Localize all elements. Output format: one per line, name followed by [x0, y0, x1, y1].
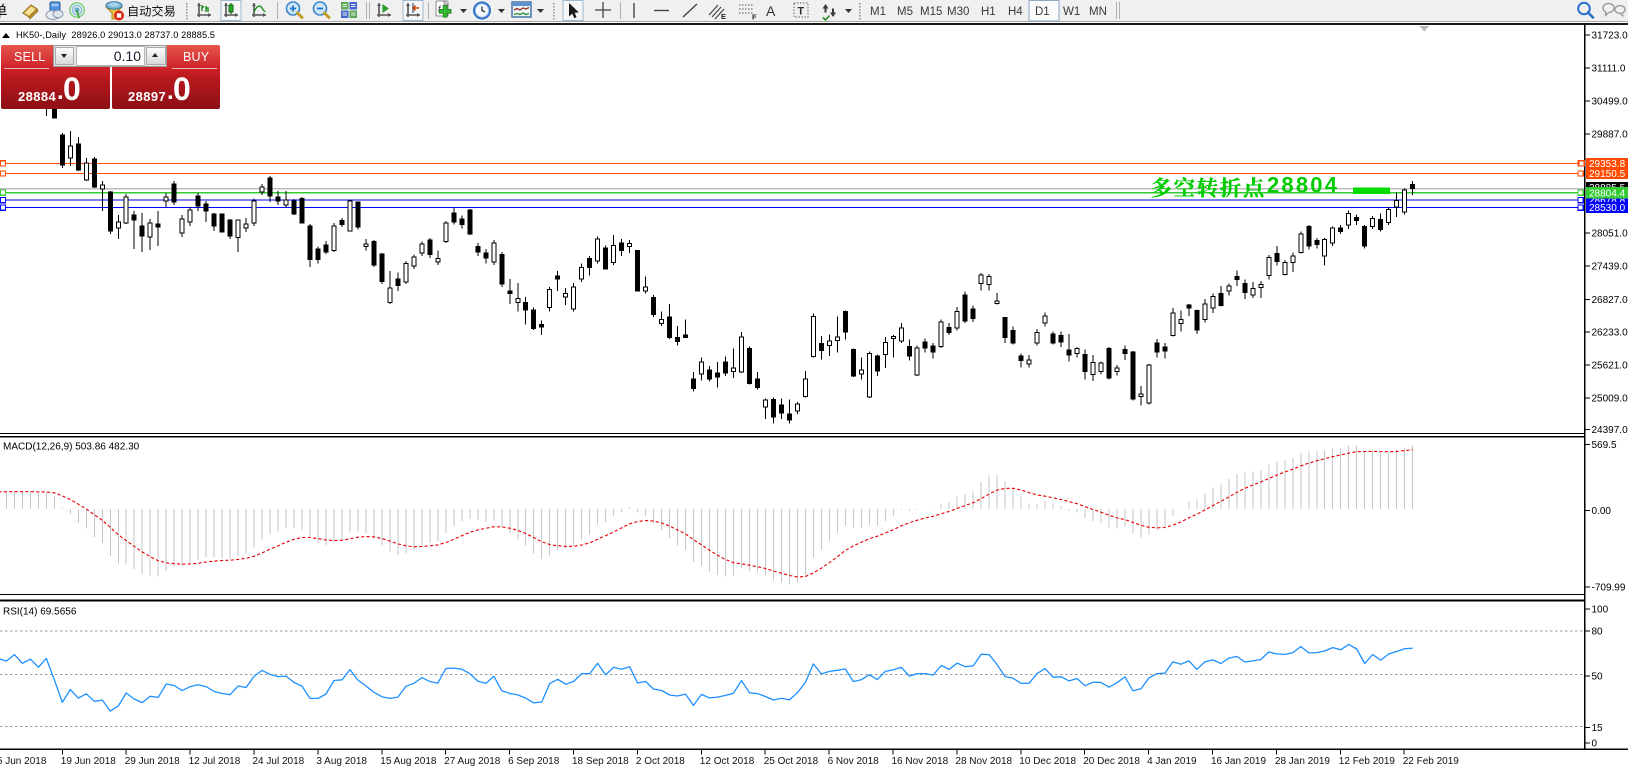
svg-text:29150.5: 29150.5: [1589, 169, 1626, 180]
svg-text:22 Feb 2019: 22 Feb 2019: [1403, 756, 1460, 767]
svg-text:28804: 28804: [1267, 173, 1339, 198]
svg-text:100: 100: [1592, 604, 1609, 615]
svg-text:28804.4: 28804.4: [1589, 188, 1626, 199]
svg-text:31723.0: 31723.0: [1592, 31, 1628, 42]
svg-text:28 Jan 2019: 28 Jan 2019: [1275, 756, 1330, 767]
svg-text:M5: M5: [897, 6, 913, 18]
svg-text:28051.0: 28051.0: [1592, 229, 1628, 240]
svg-text:27439.0: 27439.0: [1592, 262, 1628, 273]
svg-text:28678.8: 28678.8: [1589, 196, 1626, 207]
svg-text:6 Sep 2018: 6 Sep 2018: [508, 756, 560, 767]
svg-text:25009.0: 25009.0: [1592, 394, 1628, 405]
svg-text:H4: H4: [1008, 6, 1023, 18]
svg-text:M1: M1: [870, 6, 886, 18]
svg-text:29353.8: 29353.8: [1589, 159, 1626, 170]
svg-text:29887.0: 29887.0: [1592, 130, 1628, 141]
svg-text:25 Oct 2018: 25 Oct 2018: [764, 756, 819, 767]
svg-text:M30: M30: [947, 6, 969, 18]
svg-text:15 Aug 2018: 15 Aug 2018: [380, 756, 437, 767]
svg-text:T: T: [797, 6, 804, 18]
svg-text:6 Nov 2018: 6 Nov 2018: [828, 756, 880, 767]
svg-text:D1: D1: [1035, 6, 1050, 18]
svg-text:28530.0: 28530.0: [1589, 203, 1626, 214]
svg-text:31111.0: 31111.0: [1592, 64, 1626, 75]
svg-text:W1: W1: [1063, 6, 1080, 18]
svg-text:16 Jan 2019: 16 Jan 2019: [1211, 756, 1266, 767]
svg-text:569.5: 569.5: [1592, 440, 1617, 451]
svg-text:80: 80: [1592, 627, 1604, 638]
svg-text:15: 15: [1592, 723, 1604, 734]
svg-text:-709.99: -709.99: [1592, 583, 1626, 594]
svg-text:10 Dec 2018: 10 Dec 2018: [1019, 756, 1076, 767]
svg-text:M15: M15: [920, 6, 942, 18]
svg-text:4 Jan 2019: 4 Jan 2019: [1147, 756, 1197, 767]
svg-text:0: 0: [1592, 738, 1598, 749]
svg-text:19 Jun 2018: 19 Jun 2018: [61, 756, 116, 767]
svg-text:16 Nov 2018: 16 Nov 2018: [892, 756, 949, 767]
svg-text:RSI(14) 69.5656: RSI(14) 69.5656: [3, 607, 77, 618]
svg-text:MN: MN: [1089, 6, 1107, 18]
svg-text:50: 50: [1592, 671, 1604, 682]
svg-text:20 Dec 2018: 20 Dec 2018: [1083, 756, 1140, 767]
svg-text:26233.0: 26233.0: [1592, 328, 1628, 339]
svg-text:24 Jul 2018: 24 Jul 2018: [253, 756, 305, 767]
svg-text:MACD(12,26,9) 503.86 482.30: MACD(12,26,9) 503.86 482.30: [3, 442, 140, 453]
svg-text:5 Jun 2018: 5 Jun 2018: [0, 756, 47, 767]
svg-text:30499.0: 30499.0: [1592, 97, 1628, 108]
svg-text:12 Jul 2018: 12 Jul 2018: [189, 756, 241, 767]
svg-text:12 Feb 2019: 12 Feb 2019: [1339, 756, 1396, 767]
svg-text:18 Sep 2018: 18 Sep 2018: [572, 756, 629, 767]
svg-text:27 Aug 2018: 27 Aug 2018: [444, 756, 501, 767]
svg-text:0.00: 0.00: [1592, 506, 1612, 517]
svg-text:12 Oct 2018: 12 Oct 2018: [700, 756, 755, 767]
svg-text:A: A: [766, 3, 776, 19]
svg-text:28 Nov 2018: 28 Nov 2018: [955, 756, 1012, 767]
svg-text:E: E: [721, 12, 726, 21]
svg-text:24397.0: 24397.0: [1592, 425, 1628, 436]
svg-text:25621.0: 25621.0: [1592, 361, 1628, 372]
svg-text:3 Aug 2018: 3 Aug 2018: [316, 756, 367, 767]
svg-text:2 Oct 2018: 2 Oct 2018: [636, 756, 685, 767]
svg-text:F: F: [752, 13, 757, 22]
svg-text:26827.0: 26827.0: [1592, 295, 1628, 306]
svg-text:H1: H1: [981, 6, 996, 18]
svg-text:29 Jun 2018: 29 Jun 2018: [125, 756, 180, 767]
